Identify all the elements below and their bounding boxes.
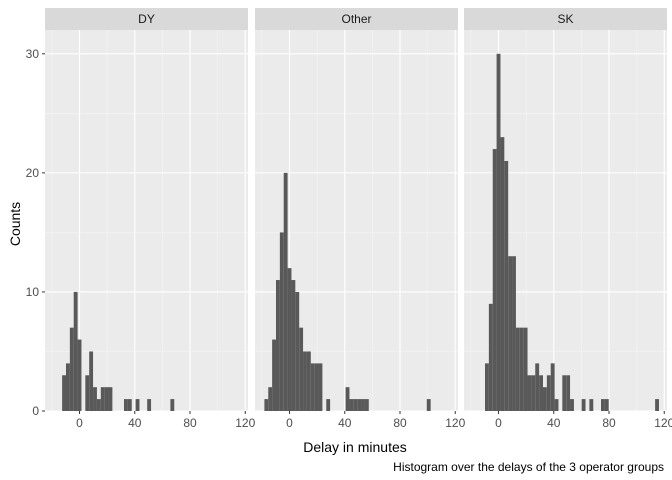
y-tick-label: 10 <box>26 285 40 299</box>
histogram-bar <box>287 268 292 411</box>
histogram-bar <box>283 172 288 411</box>
histogram-bar <box>291 280 296 411</box>
histogram-bar <box>589 399 594 411</box>
histogram-bar <box>279 232 284 411</box>
histogram-bar <box>295 291 300 411</box>
x-tick-label: 80 <box>393 416 407 430</box>
histogram-bar <box>554 399 559 411</box>
facet-panels: DY 0 40 80 120 Other 0 40 80 120 SK 0 40 80 120 <box>45 8 672 430</box>
facet-strip-label: SK <box>557 12 573 26</box>
y-tick-label: 20 <box>26 166 40 180</box>
histogram-bar <box>89 351 94 411</box>
y-tick-label: 30 <box>26 47 40 61</box>
histogram-bar <box>527 375 532 411</box>
x-tick-label: 0 <box>76 416 83 430</box>
x-tick-label: 80 <box>183 416 197 430</box>
histogram-bar <box>426 399 431 411</box>
histogram-bar <box>65 363 70 411</box>
histogram-bar <box>508 256 513 411</box>
x-tick-label: 80 <box>602 416 616 430</box>
y-axis: 0 10 20 30 <box>26 47 45 418</box>
chart-caption: Histogram over the delays of the 3 opera… <box>393 460 664 474</box>
histogram-bar <box>655 399 659 411</box>
histogram-bar <box>100 387 105 411</box>
histogram-bar <box>488 303 493 411</box>
facet-panel-sk: SK 0 40 80 120 <box>464 8 672 430</box>
histogram-bar <box>275 280 280 411</box>
histogram-bar <box>268 387 273 411</box>
facet-strip-label: Other <box>341 12 371 26</box>
histogram-bar <box>515 327 520 411</box>
facet-strip <box>45 8 248 30</box>
histogram-bar <box>500 137 505 411</box>
histogram-bar <box>570 399 574 411</box>
histogram-bar <box>345 387 350 411</box>
facet-strip <box>255 8 458 30</box>
histogram-bar <box>364 399 369 411</box>
histogram-bar <box>600 399 605 411</box>
histogram-bar <box>535 363 540 411</box>
histogram-bar <box>123 399 128 411</box>
histogram-bar <box>604 399 609 411</box>
histogram-bar <box>349 399 354 411</box>
histogram-bar <box>542 387 547 411</box>
histogram-bar <box>550 363 555 411</box>
histogram-bar <box>310 363 315 411</box>
histogram-bar <box>306 351 311 411</box>
histogram-bar <box>96 399 101 411</box>
histogram-bar <box>519 327 524 411</box>
histogram-bar <box>272 339 276 411</box>
histogram-bar <box>353 399 358 411</box>
histogram-bar <box>566 375 571 411</box>
histogram-bar <box>299 327 304 411</box>
histogram-bar <box>85 375 90 411</box>
histogram-bar <box>93 387 97 411</box>
histogram-bar <box>73 291 78 411</box>
x-tick-label: 120 <box>235 416 255 430</box>
facet-strip-label: DY <box>138 12 155 26</box>
histogram-bar <box>484 363 489 411</box>
y-tick-label: 0 <box>32 404 39 418</box>
histogram-bar <box>539 375 543 411</box>
facet-panel-dy: DY 0 40 80 120 <box>45 8 256 430</box>
histogram-bar <box>314 363 319 411</box>
histogram-bar <box>496 53 501 411</box>
x-tick-label: 0 <box>495 416 502 430</box>
x-tick-label: 40 <box>128 416 142 430</box>
histogram-bar <box>562 375 567 411</box>
histogram-bar <box>147 399 152 411</box>
histogram-bar <box>581 399 586 411</box>
x-tick-label: 40 <box>547 416 561 430</box>
x-axis-title: Delay in minutes <box>303 439 407 455</box>
histogram-bar <box>69 327 74 411</box>
histogram-bar <box>523 327 528 411</box>
histogram-bar <box>512 256 516 411</box>
histogram-bar <box>170 399 175 411</box>
x-tick-label: 120 <box>654 416 672 430</box>
histogram-bar <box>264 399 269 411</box>
histogram-bar <box>531 375 536 411</box>
histogram-bar <box>326 399 331 411</box>
facet-strip <box>464 8 667 30</box>
x-tick-label: 120 <box>445 416 465 430</box>
histogram-bar <box>357 399 362 411</box>
facet-panel-other: Other 0 40 80 120 <box>255 8 466 430</box>
histogram-bar <box>77 339 82 411</box>
histogram-bar <box>108 387 113 411</box>
histogram-bar <box>127 399 132 411</box>
histogram-bar <box>318 363 323 411</box>
histogram-bar <box>135 399 140 411</box>
y-axis-title: Counts <box>7 202 23 246</box>
histogram-bar <box>361 399 365 411</box>
histogram-bar <box>303 351 307 411</box>
x-tick-label: 40 <box>338 416 352 430</box>
histogram-bar <box>492 149 497 411</box>
histogram-bar <box>546 375 551 411</box>
histogram-bar <box>62 375 66 411</box>
x-tick-label: 0 <box>286 416 293 430</box>
histogram-bar <box>104 387 109 411</box>
histogram-bar <box>504 160 509 411</box>
